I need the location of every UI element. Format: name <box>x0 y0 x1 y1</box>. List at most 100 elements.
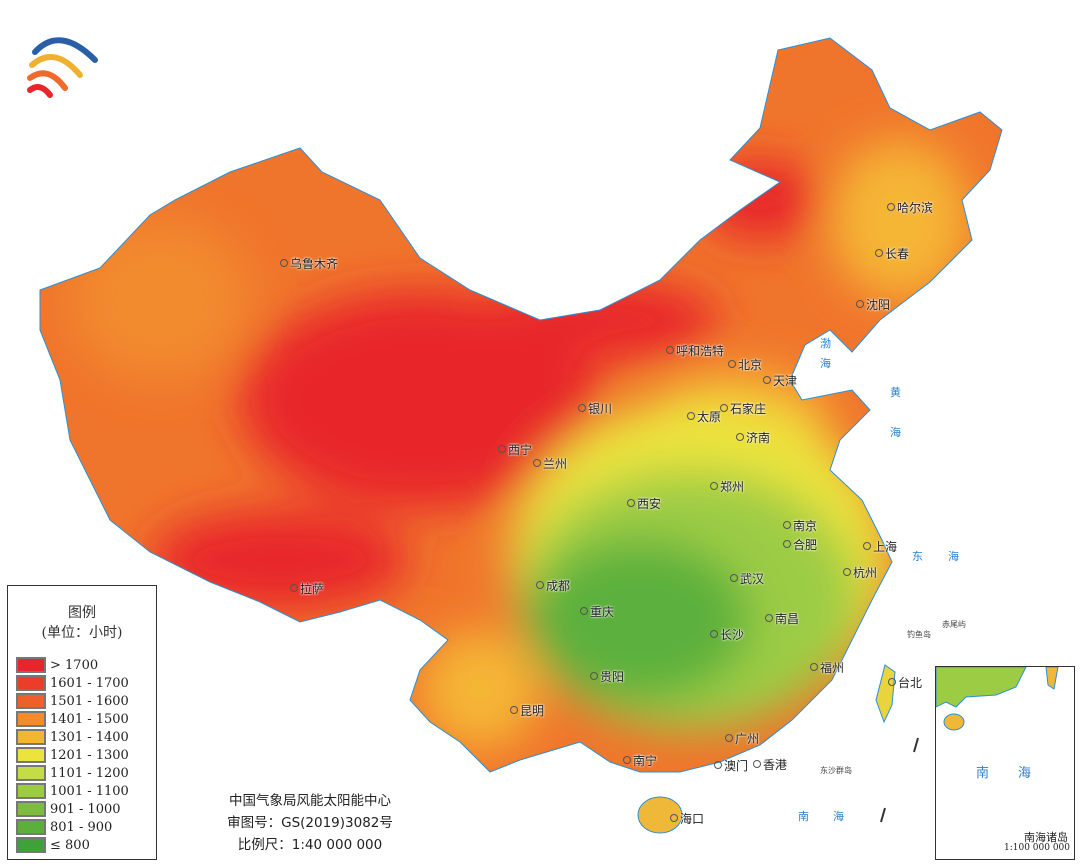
city-label: 石家庄 <box>730 402 767 416</box>
city-label: 西安 <box>637 497 662 511</box>
city-marker-icon <box>863 542 871 550</box>
city-marker-icon <box>730 574 738 582</box>
city-label: 杭州 <box>853 566 878 580</box>
city-marker-icon <box>498 445 506 453</box>
legend-item: 1401 - 1500 <box>16 710 156 728</box>
legend-swatch <box>16 765 46 781</box>
city-label: 重庆 <box>590 605 615 619</box>
sea-label: 南 <box>798 810 809 823</box>
legend-label: 1501 - 1600 <box>50 693 129 709</box>
city-label: 长沙 <box>720 628 745 642</box>
city-label: 拉萨 <box>300 582 325 596</box>
city-label: 合肥 <box>793 538 818 552</box>
nine-dash-line <box>880 737 919 823</box>
legend-label: 1601 - 1700 <box>50 675 129 691</box>
legend: 图例 (单位：小时) > 1700 1601 - 1700 1501 - 1600 1… <box>7 585 157 860</box>
city-label: 哈尔滨 <box>897 201 934 215</box>
city-label: 台北 <box>898 676 923 690</box>
south-china-sea-inset: 南 海 南海诸岛 1:100 000 000 <box>935 666 1075 860</box>
legend-label: 1101 - 1200 <box>50 765 129 781</box>
city-marker-icon <box>810 663 818 671</box>
map-credits: 中国气象局风能太阳能中心 审图号：GS(2019)3082号 比例尺：1:40 … <box>195 790 425 856</box>
city-label: 南京 <box>793 519 818 533</box>
legend-label: 1401 - 1500 <box>50 711 129 727</box>
legend-swatch <box>16 783 46 799</box>
legend-swatch <box>16 801 46 817</box>
city-label: 太原 <box>697 410 722 424</box>
city-label: 北京 <box>738 358 763 372</box>
city-marker-icon <box>783 521 791 529</box>
sea-label: 海 <box>890 426 901 439</box>
legend-label: 901 - 1000 <box>50 801 121 817</box>
legend-item: 801 - 900 <box>16 818 156 836</box>
city-label: 郑州 <box>720 480 745 494</box>
city-label: 成都 <box>546 579 571 593</box>
legend-label: 1301 - 1400 <box>50 729 129 745</box>
city-marker-icon <box>710 630 718 638</box>
island-label: 钓鱼岛 <box>907 630 931 639</box>
city-marker-icon <box>720 404 728 412</box>
island-label: 赤尾屿 <box>942 620 966 629</box>
city-marker-icon <box>753 760 761 768</box>
city-label: 澳门 <box>724 759 749 773</box>
sea-label: 海 <box>820 357 831 370</box>
city-marker-icon <box>580 607 588 615</box>
legend-label: ≤ 800 <box>50 837 90 853</box>
inset-scale: 1:100 000 000 <box>1003 843 1070 853</box>
inset-sea-label: 海 <box>1018 766 1032 781</box>
legend-swatch <box>16 711 46 727</box>
city-label: 香港 <box>763 758 788 772</box>
sea-label: 海 <box>948 550 959 563</box>
city-marker-icon <box>687 412 695 420</box>
city-marker-icon <box>843 568 851 576</box>
city-marker-icon <box>887 203 895 211</box>
city-label: 沈阳 <box>866 298 891 312</box>
sea-label: 东 <box>912 550 923 563</box>
city-label: 南宁 <box>633 754 658 768</box>
city-marker-icon <box>280 259 288 267</box>
legend-swatch <box>16 675 46 691</box>
city-label: 上海 <box>873 540 898 554</box>
city-label: 福州 <box>820 661 845 675</box>
city-marker-icon <box>536 581 544 589</box>
approval-number: 审图号：GS(2019)3082号 <box>227 815 393 831</box>
city-marker-icon <box>875 249 883 257</box>
city-marker-icon <box>290 584 298 592</box>
logo <box>27 37 98 98</box>
city-label: 武汉 <box>740 572 765 586</box>
legend-swatch <box>16 657 46 673</box>
hainan-island <box>637 796 683 834</box>
city-marker-icon <box>736 433 744 441</box>
city-label: 西宁 <box>508 443 533 457</box>
legend-label: 1201 - 1300 <box>50 747 129 763</box>
organization: 中国气象局风能太阳能中心 <box>229 793 391 809</box>
legend-item: 1501 - 1600 <box>16 692 156 710</box>
legend-item: > 1700 <box>16 656 156 674</box>
city-marker-icon <box>783 540 791 548</box>
legend-label: > 1700 <box>50 657 99 673</box>
city-label: 济南 <box>746 431 771 445</box>
legend-item: 1101 - 1200 <box>16 764 156 782</box>
city-marker-icon <box>725 734 733 742</box>
city-label: 天津 <box>773 374 798 388</box>
city-label: 广州 <box>735 732 760 746</box>
sea-label: 海 <box>833 810 844 823</box>
city-marker-icon <box>533 459 541 467</box>
legend-title: 图例 <box>68 605 96 621</box>
city-label: 海口 <box>680 812 705 826</box>
city-label: 银川 <box>588 402 613 416</box>
legend-swatch <box>16 729 46 745</box>
legend-item: 1201 - 1300 <box>16 746 156 764</box>
sea-label: 黄 <box>890 386 901 399</box>
legend-swatch <box>16 693 46 709</box>
legend-item: 1601 - 1700 <box>16 674 156 692</box>
city-marker-icon <box>710 482 718 490</box>
city-label: 兰州 <box>543 457 568 471</box>
city-marker-icon <box>666 346 674 354</box>
city-label: 呼和浩特 <box>676 344 725 358</box>
taiwan-island <box>875 664 896 724</box>
city-marker-icon <box>714 761 722 769</box>
legend-label: 801 - 900 <box>50 819 113 835</box>
